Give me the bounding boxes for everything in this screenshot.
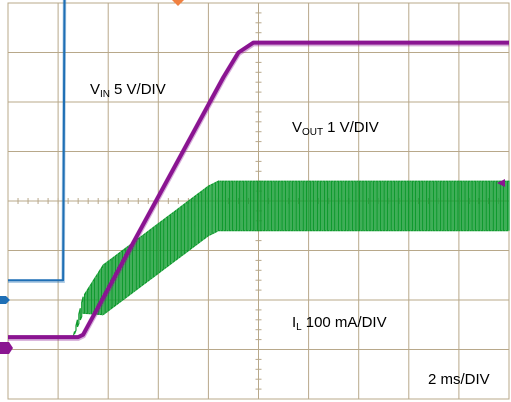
vout-label-scale: 1 V/DIV (327, 119, 379, 136)
vout-trace (8, 40, 509, 340)
vout-label-main: V (292, 119, 302, 136)
il-label-scale: 100 mA/DIV (306, 314, 387, 331)
il-label-sub: L (296, 322, 302, 333)
vout-label-sub: OUT (302, 127, 323, 138)
offset-marker (497, 179, 505, 187)
il-label: IL 100 mA/DIV (292, 314, 387, 333)
vin-label-sub: IN (100, 89, 110, 100)
vin-label: VIN 5 V/DIV (90, 81, 166, 100)
ground-marker-vin (0, 296, 10, 304)
traces (8, 0, 510, 341)
il-label-main: I (292, 314, 296, 331)
vout-trace-noise (8, 40, 509, 341)
trigger-marker (172, 0, 184, 6)
il-trace (8, 180, 510, 338)
vin-label-main: V (90, 81, 100, 98)
vin-trace (8, 0, 66, 282)
vout-label: VOUT 1 V/DIV (292, 119, 379, 138)
ground-marker-vout (0, 342, 13, 354)
markers (0, 0, 505, 354)
timebase-label: 2 ms/DIV (428, 371, 490, 388)
vin-label-scale: 5 V/DIV (114, 81, 166, 98)
vin-trace-noise (8, 0, 67, 283)
